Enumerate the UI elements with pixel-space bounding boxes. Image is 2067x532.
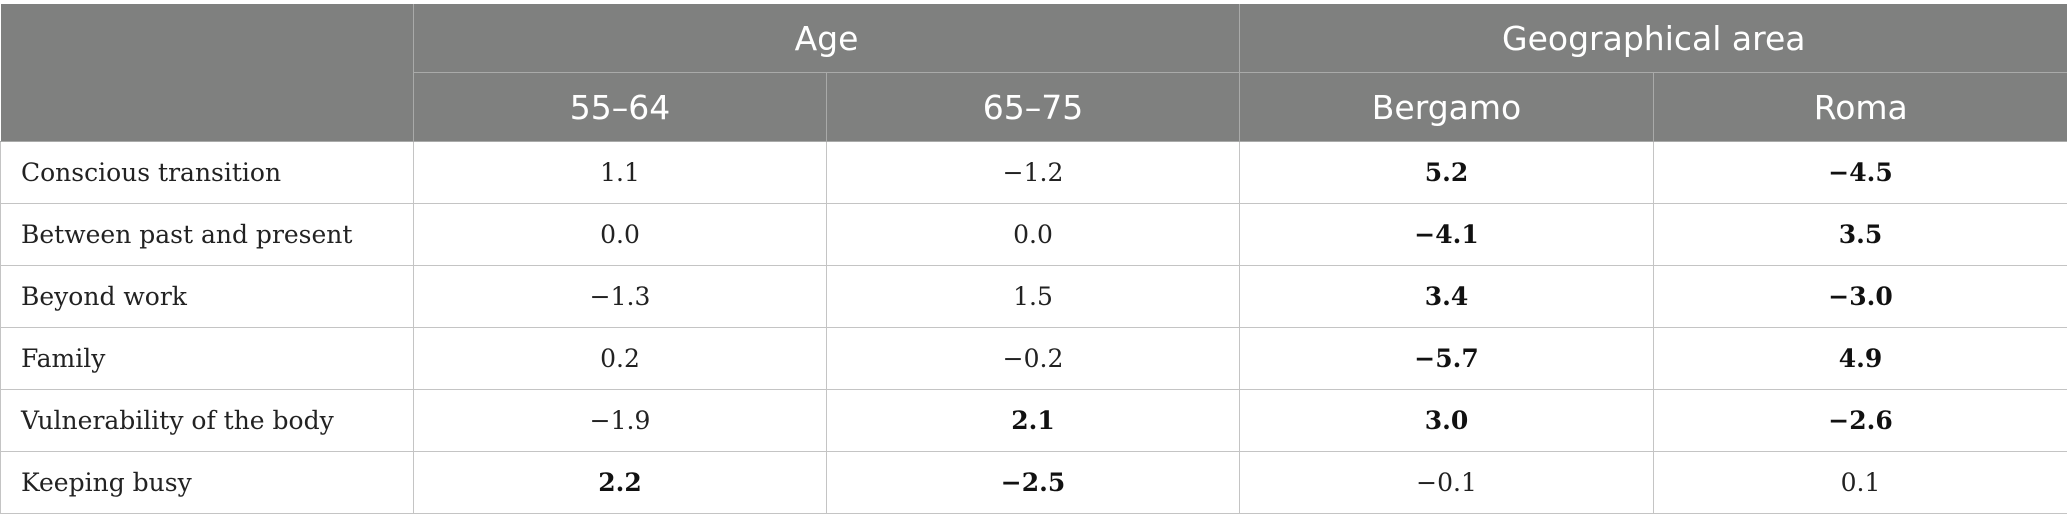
header-group-row: Age Geographical area [0, 4, 2067, 142]
table-cell: −1.2 [825, 141, 1241, 204]
table-row: Keeping busy 2.2 −2.5 −0.1 0.1 [0, 451, 2067, 514]
table-cell: −4.5 [1653, 141, 2067, 204]
table-cell: −4.1 [1239, 203, 1655, 266]
column-header-bergamo: Bergamo [1239, 72, 1654, 142]
table-cell: 2.2 [413, 451, 827, 514]
table-row: Beyond work −1.3 1.5 3.4 −3.0 [0, 265, 2067, 328]
header-group-geographical-area: Geographical area [1239, 4, 2067, 73]
table-cell: −0.1 [1239, 451, 1655, 514]
header-column-row: 55–64 65–75 Bergamo Roma [1, 72, 2067, 142]
row-label: Family [0, 327, 414, 390]
table-cell: 3.4 [1239, 265, 1655, 328]
table-row: Vulnerability of the body −1.9 2.1 3.0 −2.6 [0, 389, 2067, 452]
table-cell: 3.0 [1239, 389, 1655, 452]
column-header-roma: Roma [1653, 72, 2067, 142]
table-cell: 4.9 [1653, 327, 2067, 390]
table-body: Conscious transition 1.1 −1.2 5.2 −4.5 Betwee… [0, 141, 2067, 514]
table-cell: 1.5 [825, 265, 1241, 328]
table-row: Between past and present 0.0 0.0 −4.1 3.5 [0, 203, 2067, 266]
table-cell: 3.5 [1653, 203, 2067, 266]
table-cell: −1.9 [413, 389, 827, 452]
table-cell: −2.5 [825, 451, 1241, 514]
table-cell: −2.6 [1653, 389, 2067, 452]
header-corner-cell [0, 4, 414, 142]
table-cell: −5.7 [1239, 327, 1655, 390]
table-cell: 1.1 [413, 141, 827, 204]
table-cell: 0.0 [825, 203, 1241, 266]
table-row: Family 0.2 −0.2 −5.7 4.9 [0, 327, 2067, 390]
table-cell: 5.2 [1239, 141, 1655, 204]
row-label: Conscious transition [0, 141, 414, 204]
table-cell: 0.0 [413, 203, 827, 266]
header-group-age: Age [412, 4, 1240, 73]
table-cell: −3.0 [1653, 265, 2067, 328]
row-label: Beyond work [0, 265, 414, 328]
table-cell: −0.2 [825, 327, 1241, 390]
results-table: Age Geographical area 55–64 65–75 Bergam… [0, 4, 2067, 514]
table-cell: −1.3 [413, 265, 827, 328]
row-label: Keeping busy [0, 451, 414, 514]
row-label: Vulnerability of the body [0, 389, 414, 452]
table-header: Age Geographical area 55–64 65–75 Bergam… [0, 4, 2067, 142]
results-table-container: Age Geographical area 55–64 65–75 Bergam… [0, 4, 2067, 514]
column-header-55-64: 55–64 [413, 72, 827, 142]
column-header-65-75: 65–75 [825, 72, 1240, 142]
table-cell: 2.1 [825, 389, 1241, 452]
table-cell: 0.1 [1653, 451, 2067, 514]
table-row: Conscious transition 1.1 −1.2 5.2 −4.5 [0, 141, 2067, 204]
row-label: Between past and present [0, 203, 414, 266]
table-cell: 0.2 [413, 327, 827, 390]
